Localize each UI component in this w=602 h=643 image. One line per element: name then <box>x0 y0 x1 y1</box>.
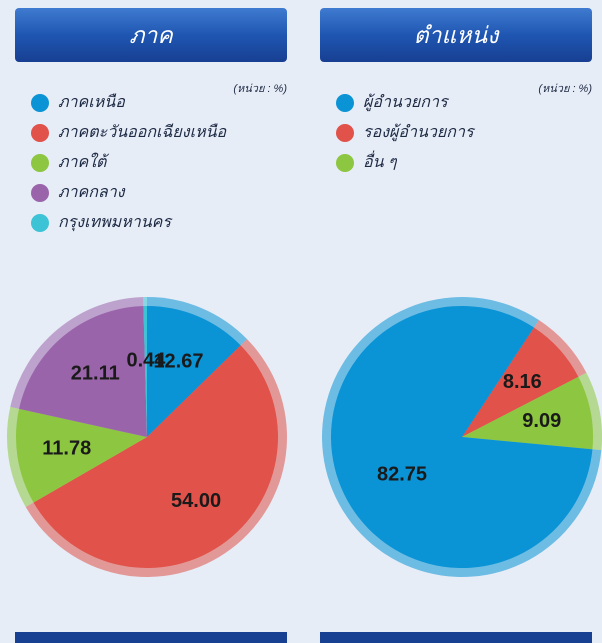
pie-slice <box>462 327 579 437</box>
pie-slice <box>33 345 278 568</box>
data-label: 21.11 <box>71 363 120 385</box>
data-label: 82.75 <box>377 463 427 485</box>
data-label: 9.09 <box>522 410 561 432</box>
data-label: 11.78 <box>42 438 91 460</box>
legend-swatch <box>31 154 49 172</box>
unit-note: (หน่วย : %) <box>538 83 592 95</box>
data-label: 8.16 <box>503 371 542 393</box>
legend-label: รองผู้อำนวยการ <box>363 123 476 142</box>
legend-label: อื่น ๆ <box>363 150 398 171</box>
unit-note: (หน่วย : %) <box>233 83 287 95</box>
legend-label: ภาคกลาง <box>58 184 126 201</box>
pie-slice <box>15 408 147 503</box>
legend-swatch <box>31 214 49 232</box>
footer-bar <box>320 632 592 643</box>
legend-swatch <box>31 184 49 202</box>
legend-label: ภาคใต้ <box>58 152 109 171</box>
pie-slice <box>331 306 593 568</box>
legend-label: ผู้อำนวยการ <box>363 93 450 112</box>
header-bar <box>15 8 287 62</box>
pie-slice <box>462 376 593 450</box>
legend-label: กรุงเทพมหานคร <box>58 214 173 232</box>
data-label: 12.67 <box>153 350 203 372</box>
data-label: 0.44 <box>126 349 166 371</box>
footer-bar <box>15 632 287 643</box>
legend-swatch <box>31 94 49 112</box>
legend-swatch <box>336 124 354 142</box>
legend-label: ภาคตะวันออกเฉียงเหนือ <box>58 123 228 141</box>
header-bar <box>320 8 592 62</box>
pie-slice <box>19 306 147 437</box>
legend-label: ภาคเหนือ <box>58 93 126 111</box>
pie-slice <box>143 306 147 437</box>
legend-swatch <box>31 124 49 142</box>
legend-swatch <box>336 94 354 112</box>
data-label: 54.00 <box>171 490 221 512</box>
chart-title: ตำแหน่ง <box>414 22 501 48</box>
legend-swatch <box>336 154 354 172</box>
pie-slice <box>147 306 241 437</box>
chart-title: ภาค <box>129 22 174 48</box>
